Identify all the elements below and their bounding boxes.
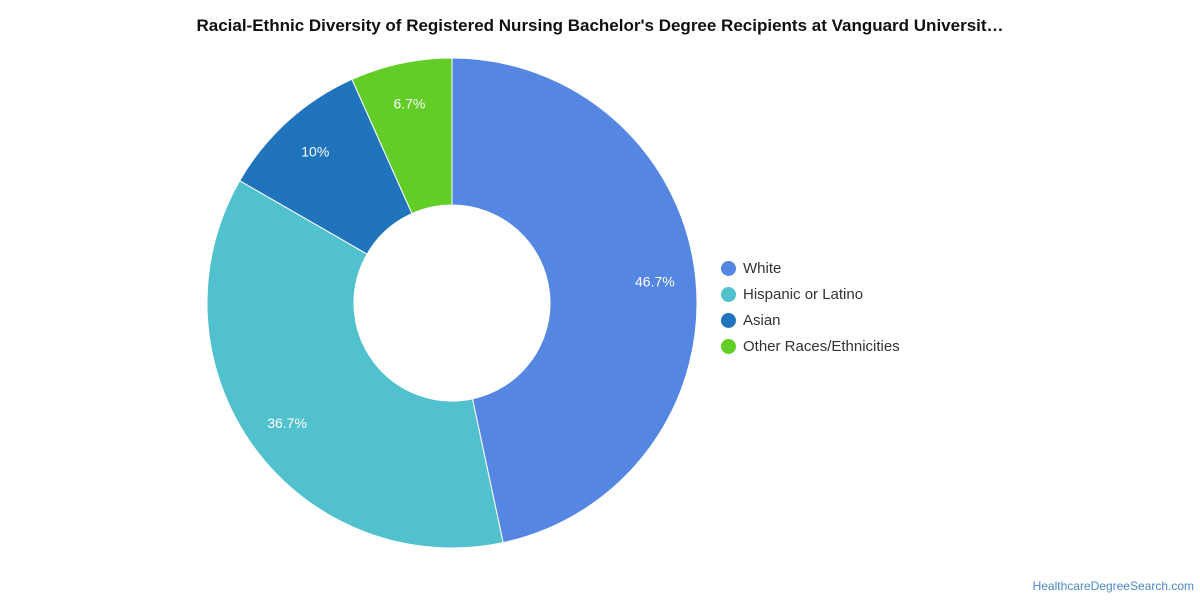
- legend-item-other-races-ethnicities[interactable]: Other Races/Ethnicities: [721, 333, 900, 359]
- slice-label-other-races-ethnicities: 6.7%: [393, 95, 425, 111]
- slice-label-asian: 10%: [301, 144, 329, 160]
- slice-white[interactable]: [451, 57, 698, 544]
- legend-label: Asian: [743, 311, 781, 329]
- legend-label: Hispanic or Latino: [743, 285, 864, 303]
- legend-swatch: [721, 286, 736, 302]
- chart-title: Racial-Ethnic Diversity of Registered Nu…: [196, 16, 1004, 35]
- legend-item-asian[interactable]: Asian: [721, 307, 900, 333]
- legend-swatch: [721, 338, 736, 354]
- legend-label: Other Races/Ethnicities: [743, 337, 900, 355]
- legend-label: White: [743, 259, 782, 277]
- donut-slices: [206, 57, 698, 549]
- source-link[interactable]: HealthcareDegreeSearch.com: [1032, 579, 1194, 593]
- slice-label-white: 46.7%: [635, 274, 675, 290]
- legend-item-white[interactable]: White: [721, 255, 900, 281]
- slice-other-races-ethnicities[interactable]: [351, 57, 453, 215]
- slice-hispanic-or-latino[interactable]: [206, 180, 504, 549]
- legend-swatch: [721, 260, 736, 276]
- legend-item-hispanic-or-latino[interactable]: Hispanic or Latino: [721, 281, 900, 307]
- slice-labels: 46.7% 36.7% 10% 6.7%: [267, 95, 675, 431]
- slice-label-hispanic-or-latino: 36.7%: [267, 415, 307, 431]
- chart-legend: White Hispanic or Latino Asian Other Races/…: [721, 255, 900, 359]
- legend-swatch: [721, 312, 736, 328]
